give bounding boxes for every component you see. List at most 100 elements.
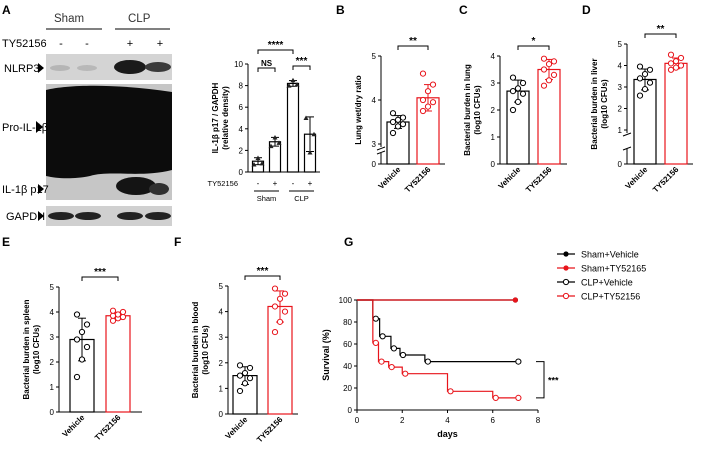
y-axis-label: IL-1β p17 / GAPDH (211, 82, 220, 153)
significance-bracket (644, 33, 677, 38)
y-tick-label: 5 (618, 40, 623, 49)
y-tick-label: 0 (219, 410, 224, 419)
significance-label: *** (257, 266, 269, 277)
y-axis-label: Bacterial burden in lung (463, 64, 472, 156)
data-point (276, 295, 284, 302)
data-point (540, 82, 548, 89)
blot-band-nlrp3-4 (145, 62, 171, 72)
data-point (545, 77, 553, 84)
data-point (109, 312, 117, 319)
data-point (540, 55, 548, 62)
y-tick-label: 10 (234, 60, 243, 69)
data-point (311, 131, 317, 137)
data-point (246, 375, 254, 382)
group-label: CLP (294, 194, 309, 203)
blot-arrow-nlrp3 (38, 63, 44, 73)
x-category-label: Vehicle (61, 413, 87, 439)
data-point (236, 372, 244, 379)
blot-band-p17-3 (116, 177, 156, 195)
panel-label-f: F (174, 235, 181, 249)
x-tick-label: 8 (536, 416, 541, 425)
y-tick-label: 3 (491, 79, 496, 88)
data-point (641, 86, 649, 93)
blot-band-nlrp3-2 (77, 65, 97, 71)
significance-bracket (81, 276, 119, 281)
chart-g: 0 20 40 60 80 100 0 2 4 6 8 days Survival (%) *** Sham… (321, 250, 646, 440)
data-point (519, 79, 527, 87)
y-tick-label: 2 (239, 146, 244, 155)
chart-a-quant: 0 2 4 6 8 10 **** NS *** IL-1β p17 / GAPDH (relati… (208, 40, 320, 203)
data-point (276, 140, 282, 145)
y-tick-label: 4 (50, 308, 55, 317)
y-tick-label: 4 (239, 125, 244, 134)
data-point (246, 364, 254, 372)
bar (286, 82, 300, 173)
y-tick-label: 4 (219, 308, 224, 317)
significance-label: *** (548, 375, 559, 385)
treatment-sign: - (257, 179, 260, 188)
y-tick-label: 1 (491, 133, 496, 142)
y-tick-label: 3 (219, 333, 224, 342)
data-point (394, 116, 402, 123)
data-point (636, 75, 644, 82)
data-point (672, 64, 680, 71)
data-point (303, 115, 309, 120)
data-point (241, 380, 249, 387)
survival-marker (447, 388, 454, 395)
data-point (399, 121, 407, 128)
bar (105, 315, 131, 413)
data-point (677, 62, 685, 69)
data-point (636, 63, 644, 70)
x-axis-label: days (437, 429, 458, 439)
blot-sign-3: + (127, 38, 133, 50)
data-point (73, 336, 81, 343)
legend-label: Sham+TY52165 (581, 264, 646, 274)
blot-band-gapdh-1 (48, 212, 74, 220)
survival-marker (372, 339, 379, 346)
treatment-sign: + (308, 179, 313, 188)
y-axis-label: Survival (%) (321, 329, 331, 381)
data-point (83, 343, 91, 351)
y-axis-label: Bacterial burden in blood (191, 302, 200, 399)
y-tick-label: 5 (372, 52, 377, 61)
survival-marker (399, 351, 407, 359)
blot-arrow-gapdh (38, 211, 44, 221)
data-point (672, 58, 680, 65)
data-point (419, 107, 427, 115)
significance-label: **** (268, 40, 284, 51)
data-point (281, 290, 289, 297)
chart-b: 0 3 4 5 ** Lung wet/dry ratio Vehicle TY52156 (354, 36, 445, 194)
data-point (114, 311, 122, 318)
significance-label: NS (261, 59, 273, 68)
bar (537, 68, 561, 165)
significance-bracket (257, 67, 276, 72)
y-axis-label: Bacterial burden in liver (590, 58, 599, 149)
significance-bracket (517, 45, 550, 50)
x-category-label: Vehicle (377, 165, 403, 191)
data-point (419, 96, 427, 104)
blot-sign-1: - (59, 38, 63, 50)
survival-marker (372, 315, 379, 322)
axis-break-mark (622, 146, 632, 151)
panel-label-e: E (2, 235, 10, 249)
y-tick-label: 1 (219, 384, 224, 393)
y-tick-label: 0 (618, 160, 623, 169)
y-tick-label: 4 (491, 52, 496, 61)
panel-label-c: C (459, 3, 468, 17)
legend-marker (562, 292, 570, 300)
axis-break-mark (622, 132, 632, 137)
blot-arrow-pro-il1b (36, 121, 43, 133)
data-point (509, 106, 517, 114)
panel-label-d: D (582, 3, 591, 17)
y-tick-label: 1 (618, 126, 623, 135)
y-tick-label: 2 (50, 358, 55, 367)
significance-label: ** (409, 36, 417, 47)
data-point (73, 373, 81, 381)
data-point (514, 98, 522, 106)
bar (664, 62, 688, 165)
blot-band-p17-4 (149, 183, 169, 195)
significance-label: *** (296, 56, 308, 67)
x-tick-label: 2 (400, 416, 405, 425)
y-tick-label: 0 (372, 160, 377, 169)
